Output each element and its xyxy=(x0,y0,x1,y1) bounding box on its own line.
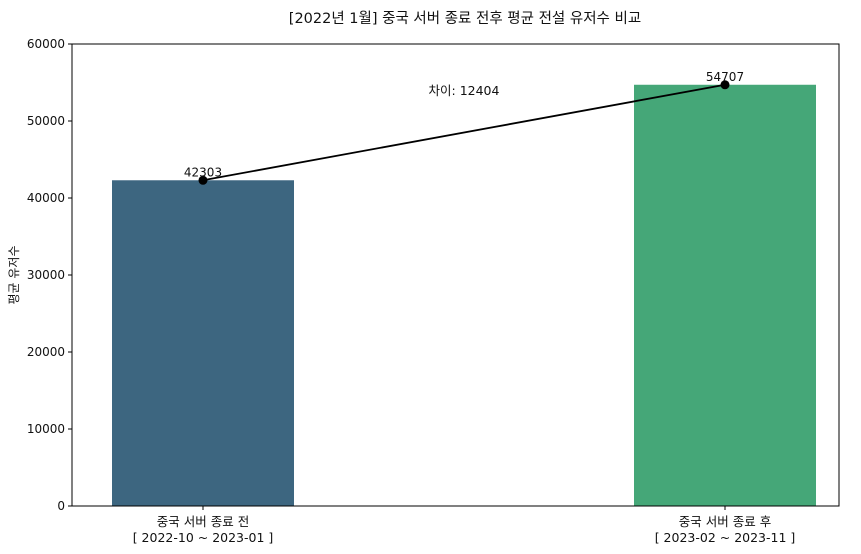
y-tick-label: 40000 xyxy=(27,191,65,205)
y-axis-label: 평균 유저수 xyxy=(7,245,21,304)
y-axis-ticks: 0 10000 20000 30000 40000 50000 60000 xyxy=(27,37,72,513)
x-tick-label: [ 2023-02 ~ 2023-11 ] xyxy=(655,530,796,545)
data-label: 42303 xyxy=(184,165,222,179)
bars xyxy=(112,85,816,506)
x-tick-label: 중국 서버 종료 후 xyxy=(679,514,771,529)
difference-annotation: 차이: 12404 xyxy=(429,83,500,98)
x-tick-label: [ 2022-10 ~ 2023-01 ] xyxy=(133,530,274,545)
y-tick-label: 30000 xyxy=(27,268,65,282)
chart-title: [2022년 1월] 중국 서버 종료 전후 평균 전설 유저수 비교 xyxy=(289,10,641,27)
y-tick-label: 50000 xyxy=(27,114,65,128)
y-tick-label: 0 xyxy=(57,499,65,513)
x-axis-ticks: 중국 서버 종료 전[ 2022-10 ~ 2023-01 ] 중국 서버 종료 … xyxy=(133,506,796,545)
y-tick-label: 60000 xyxy=(27,37,65,51)
y-tick-label: 10000 xyxy=(27,422,65,436)
bar xyxy=(112,180,294,506)
y-tick-label: 20000 xyxy=(27,345,65,359)
x-tick-label: 중국 서버 종료 전 xyxy=(157,514,249,529)
bar xyxy=(634,85,816,506)
data-label: 54707 xyxy=(706,70,744,84)
